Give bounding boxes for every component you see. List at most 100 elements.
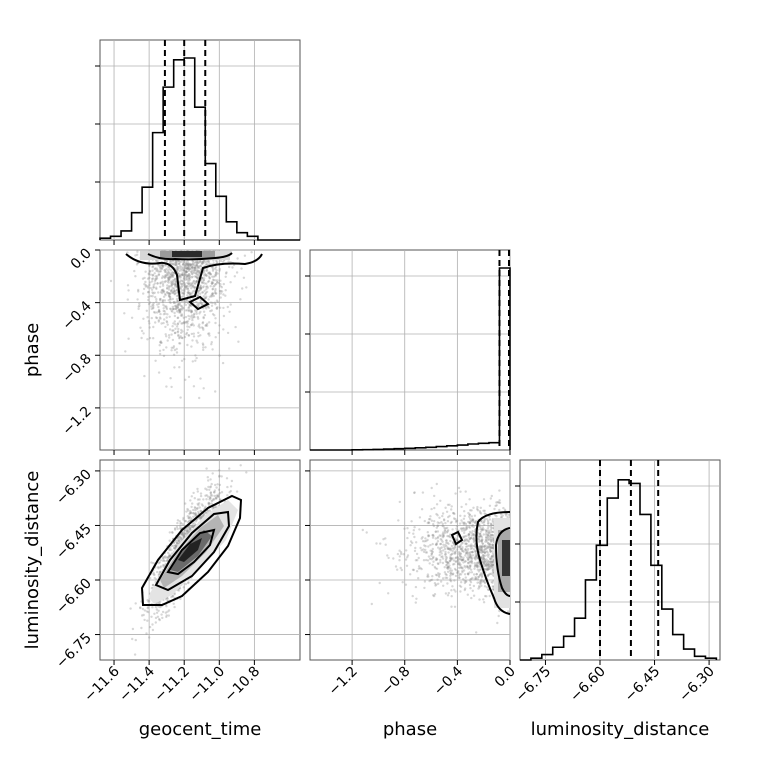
scatter-point [151, 303, 154, 306]
scatter-point [437, 572, 440, 575]
scatter-point [205, 260, 208, 264]
scatter-point [161, 263, 164, 266]
scatter-point [154, 267, 157, 270]
scatter-point [462, 536, 465, 539]
scatter-point [186, 328, 189, 331]
scatter-point [188, 304, 191, 307]
scatter-point [207, 501, 210, 504]
scatter-point [488, 504, 492, 507]
scatter-point [214, 497, 218, 500]
scatter-point [193, 315, 196, 319]
scatter-point [177, 262, 181, 266]
scatter-point [482, 561, 485, 564]
scatter-point [215, 269, 218, 272]
scatter-point [459, 565, 463, 569]
scatter-point [470, 519, 473, 522]
scatter-point [178, 274, 181, 277]
scatter-point [465, 526, 468, 529]
scatter-point [196, 507, 199, 510]
scatter-point [205, 282, 208, 285]
scatter-point [173, 263, 177, 266]
scatter-point [183, 277, 186, 280]
scatter-point [168, 301, 172, 304]
scatter-point [461, 521, 464, 524]
scatter-point [444, 555, 447, 558]
scatter-point [173, 546, 176, 550]
scatter-point [165, 346, 168, 349]
scatter-point [202, 328, 205, 331]
scatter-point [180, 521, 183, 525]
scatter-point [466, 565, 469, 569]
scatter-point [207, 485, 210, 489]
scatter-point [199, 287, 203, 290]
scatter-point [170, 285, 173, 288]
scatter-point [466, 572, 470, 576]
scatter-point [499, 513, 503, 516]
scatter-point [201, 327, 205, 330]
scatter-point [427, 521, 431, 525]
scatter-point [431, 563, 434, 567]
scatter-point [171, 307, 175, 311]
scatter-point [448, 514, 451, 518]
scatter-point [159, 312, 162, 316]
scatter-point [134, 254, 137, 257]
histogram-geocent-time [99, 57, 300, 241]
scatter-point [152, 311, 156, 314]
scatter-point [133, 653, 137, 656]
scatter-point [449, 574, 452, 577]
scatter-point [209, 285, 212, 288]
scatter-point [194, 507, 197, 510]
scatter-point [468, 561, 471, 564]
scatter-point [486, 574, 489, 577]
scatter-point [483, 585, 487, 588]
scatter-point [177, 538, 180, 541]
scatter-point [449, 572, 452, 575]
scatter-point [406, 556, 409, 559]
scatter-point [464, 542, 467, 545]
scatter-point [153, 576, 156, 580]
scatter-point [479, 512, 483, 515]
y-tick-label: −6.75 [53, 630, 95, 672]
scatter-point [186, 531, 189, 534]
scatter-point [143, 609, 146, 612]
scatter-point [165, 316, 168, 319]
scatter-point [214, 271, 218, 274]
scatter-point [173, 300, 176, 304]
scatter-point [489, 557, 492, 560]
scatter-point [482, 555, 485, 558]
scatter-point [203, 289, 206, 292]
scatter-point [143, 618, 146, 622]
scatter-point [149, 281, 152, 284]
scatter-point [481, 549, 484, 552]
scatter-point [172, 353, 176, 356]
scatter-point [440, 550, 443, 553]
scatter-point [186, 529, 189, 533]
scatter-point [454, 517, 457, 521]
scatter-point [179, 304, 183, 307]
scatter-point [432, 523, 435, 526]
scatter-point [196, 264, 199, 268]
scatter-point [481, 544, 484, 548]
scatter-point [209, 493, 213, 496]
scatter-point [387, 556, 390, 560]
scatter-point [379, 542, 382, 545]
scatter-point [166, 286, 169, 290]
scatter-point [479, 545, 483, 549]
scatter-point [470, 558, 473, 561]
scatter-point [174, 544, 177, 547]
scatter-point [201, 322, 204, 325]
scatter-point [205, 288, 208, 291]
scatter-point [486, 536, 489, 539]
scatter-point [186, 529, 189, 533]
scatter-point [188, 325, 191, 329]
scatter-point [168, 295, 171, 299]
scatter-point [163, 559, 166, 563]
scatter-point [463, 588, 466, 592]
scatter-point [473, 556, 476, 559]
scatter-point [507, 513, 510, 516]
scatter-point [178, 309, 181, 312]
scatter-point [453, 562, 456, 566]
quantile-lines-layer [163, 40, 660, 660]
scatter-point [206, 305, 209, 309]
scatter-point [465, 525, 468, 528]
